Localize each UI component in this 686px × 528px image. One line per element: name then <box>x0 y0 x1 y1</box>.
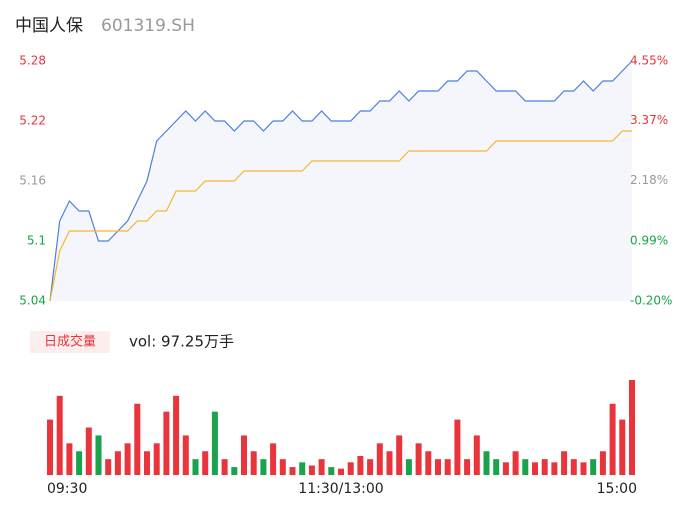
volume-bar <box>464 459 471 475</box>
volume-bar <box>367 459 374 475</box>
y2-tick-label: 3.37% <box>630 113 668 127</box>
volume-bar <box>590 459 597 475</box>
volume-bar <box>405 459 412 475</box>
volume-bar <box>561 451 568 475</box>
volume-bar <box>570 459 577 475</box>
volume-bar <box>260 459 267 475</box>
volume-bar <box>85 427 92 475</box>
volume-bar <box>532 462 538 475</box>
volume-bar <box>231 467 238 475</box>
chart-title: 中国人保 <box>15 16 83 36</box>
volume-bar <box>493 459 500 475</box>
volume-bar <box>211 411 218 475</box>
volume-bar <box>270 443 277 475</box>
volume-bar <box>629 380 635 475</box>
volume-bar <box>522 459 529 475</box>
chart-subtitle: 601319.SH <box>101 16 195 36</box>
y2-tick-label: 4.55% <box>630 54 668 68</box>
volume-bar <box>580 462 587 475</box>
volume-bar <box>308 465 315 475</box>
y-tick-label: 5.04 <box>19 294 46 308</box>
volume-bar <box>299 462 306 475</box>
x-tick-label: 09:30 <box>47 481 87 497</box>
y2-tick-label: 2.18% <box>630 173 668 187</box>
y2-tick-label: -0.20% <box>630 294 672 308</box>
volume-bar <box>415 443 422 475</box>
volume-bar <box>56 395 63 475</box>
volume-bar <box>483 451 490 475</box>
volume-bar <box>134 403 141 475</box>
y2-tick-label: 0.99% <box>630 233 668 247</box>
volume-label: 日成交量 <box>44 334 96 350</box>
volume-summary: vol: 97.25万手 <box>129 333 234 351</box>
y-tick-label: 5.16 <box>19 174 46 188</box>
volume-bar <box>241 435 247 475</box>
volume-bar <box>619 419 626 475</box>
volume-bar <box>328 467 335 475</box>
y-tick-label: 5.22 <box>19 114 46 128</box>
volume-bar <box>357 456 364 475</box>
volume-bar <box>95 435 102 475</box>
x-tick-label: 11:30/13:00 <box>298 481 383 497</box>
volume-bar <box>318 459 325 475</box>
volume-bar <box>454 419 461 475</box>
volume-bar <box>279 459 286 475</box>
volume-bar <box>435 459 441 475</box>
volume-bar <box>192 459 199 475</box>
volume-bar <box>599 451 606 475</box>
volume-bar <box>541 459 548 475</box>
volume-bar <box>512 451 519 475</box>
volume-bar <box>153 443 160 475</box>
volume-bar <box>66 443 73 475</box>
y-tick-label: 5.1 <box>27 234 46 248</box>
volume-bar <box>105 459 112 475</box>
volume-bar <box>163 411 170 475</box>
volume-bar <box>221 459 228 475</box>
volume-bar <box>76 451 83 475</box>
volume-bar <box>396 435 403 475</box>
average-line <box>49 130 632 302</box>
volume-bar <box>289 467 296 475</box>
volume-bar <box>47 419 53 475</box>
price-line <box>49 60 633 302</box>
volume-bar <box>502 462 509 475</box>
volume-bar <box>609 403 616 475</box>
volume-bar <box>386 451 393 475</box>
y-tick-label: 5.28 <box>19 54 46 68</box>
volume-bar <box>347 462 354 475</box>
volume-label-box <box>30 331 110 353</box>
volume-bar <box>144 451 150 475</box>
volume-bar <box>425 451 432 475</box>
volume-bar <box>551 462 558 475</box>
volume-bar <box>376 443 383 475</box>
volume-bar <box>182 435 189 475</box>
volume-bar <box>444 459 451 475</box>
x-tick-label: 15:00 <box>597 481 637 497</box>
volume-bar <box>202 451 209 475</box>
price-area <box>50 61 632 301</box>
volume-bar <box>124 443 131 475</box>
volume-bar <box>338 468 344 475</box>
volume-bar <box>250 451 257 475</box>
volume-bar <box>473 435 480 475</box>
volume-bar <box>114 451 121 475</box>
volume-bar <box>173 395 180 475</box>
